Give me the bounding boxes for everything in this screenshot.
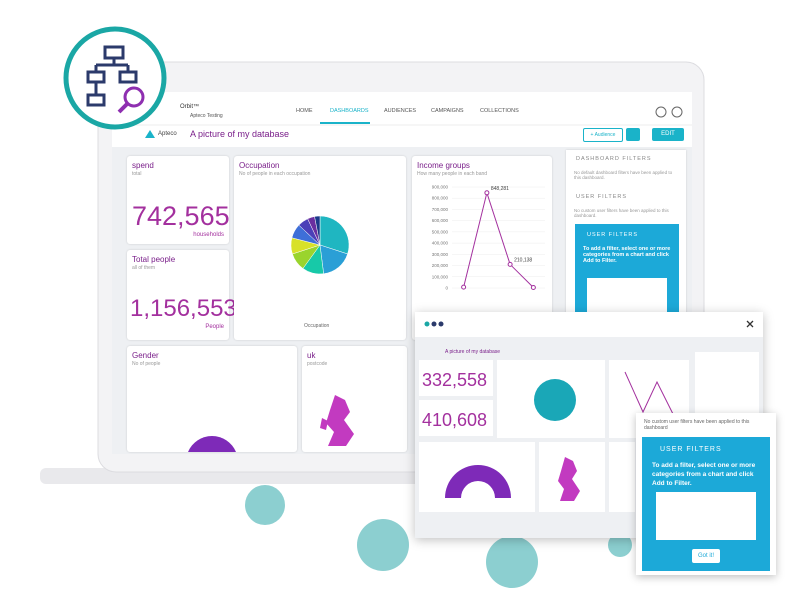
map-shape: [320, 395, 354, 446]
nav-item[interactable]: AUDIENCES: [384, 108, 417, 114]
card-subtitle: postcode: [307, 361, 328, 367]
brand: Orbit™: [180, 104, 200, 110]
point: [530, 285, 536, 291]
user-icon[interactable]: [671, 106, 683, 118]
axis-label: Occupation: [304, 323, 330, 329]
close-button[interactable]: [746, 320, 754, 328]
panel-note: No default dashboard filters have been a…: [574, 170, 673, 180]
kpi-unit: People: [205, 324, 224, 330]
overlay-title: A picture of my database: [445, 349, 501, 355]
hint-text: To add a filter, select one or more cate…: [583, 246, 671, 264]
edit-button[interactable]: EDIT: [652, 128, 684, 141]
chart-card: Income groups How many people in each ba…: [412, 156, 552, 340]
y-tick-label: 700,000: [432, 207, 449, 212]
pie-slice: [319, 215, 350, 255]
panel-note: No custom user filters have been applied…: [574, 208, 669, 218]
decor-dot: [608, 533, 632, 557]
audience-button[interactable]: + Audience: [583, 128, 623, 142]
decor-dot: [245, 485, 285, 525]
panel-heading: DASHBOARD FILTERS: [576, 156, 652, 162]
decor-dot: [486, 536, 538, 588]
got-it-button[interactable]: Got it!: [692, 549, 720, 563]
point: [507, 261, 513, 267]
chart-card: Gender No of people: [127, 346, 297, 452]
logo-mark: [145, 130, 155, 138]
y-tick-label: 500,000: [432, 229, 449, 234]
popup-image: [656, 492, 756, 540]
point: [484, 190, 490, 196]
kpi-value: 742,565: [132, 201, 230, 231]
header-bar: [112, 92, 692, 147]
nav-item[interactable]: CAMPAIGNS: [431, 108, 464, 114]
y-tick-label: 800,000: [432, 196, 449, 201]
card-title: uk: [307, 351, 316, 360]
kpi-card: spend total 742,565 households: [127, 156, 230, 244]
data-label: 210,138: [514, 257, 532, 263]
kpi-value: 1,156,553: [130, 295, 237, 322]
popup: No custom user filters have been applied…: [636, 413, 776, 575]
popup-body: USER FILTERS To add a filter, select one…: [642, 437, 770, 571]
hint-heading: USER FILTERS: [587, 232, 639, 238]
point: [461, 284, 467, 290]
pie-slice: [314, 215, 321, 246]
card-subtitle: How many people in each band: [417, 171, 488, 177]
logo-text: Apteco: [158, 131, 177, 137]
nav-item[interactable]: COLLECTIONS: [480, 108, 519, 114]
y-tick-label: 300,000: [432, 252, 449, 257]
card-title: spend: [132, 161, 154, 170]
y-tick-label: 900,000: [432, 185, 449, 190]
card-title: Occupation: [239, 161, 280, 170]
overlay-kpi: 410,608: [422, 410, 488, 430]
card-title: Income groups: [417, 161, 470, 170]
chart-card: uk postcode: [302, 346, 407, 452]
popup-text: To add a filter, select one or more cate…: [652, 462, 756, 487]
y-tick-label: 600,000: [432, 218, 449, 223]
y-tick-label: 0: [445, 286, 448, 291]
kpi-unit: households: [193, 232, 224, 238]
card-subtitle: No of people: [132, 361, 161, 367]
y-tick-label: 400,000: [432, 241, 449, 246]
feature-icon: [63, 26, 167, 130]
overlay-kpi: 332,558: [422, 370, 488, 390]
card-title: Gender: [132, 351, 159, 360]
share-button[interactable]: [626, 128, 640, 141]
help-icon[interactable]: [655, 106, 667, 118]
panel-heading: USER FILTERS: [576, 194, 628, 200]
kpi-card: Total people all of them 1,156,553 Peopl…: [127, 250, 237, 340]
donut-shape: [188, 436, 236, 452]
card-subtitle: No of people in each occupation: [239, 171, 311, 177]
y-tick-label: 200,000: [432, 263, 449, 268]
nav-item[interactable]: HOME: [296, 108, 313, 114]
card-subtitle: total: [132, 171, 142, 177]
nav-item[interactable]: DASHBOARDS: [330, 108, 369, 114]
decor-dot: [357, 519, 409, 571]
hint-image: [587, 278, 667, 316]
popup-heading: USER FILTERS: [660, 446, 722, 453]
y-tick-label: 100,000: [432, 274, 449, 279]
data-label: 848,281: [491, 186, 509, 192]
line: [463, 190, 534, 288]
active-tab: [320, 122, 370, 124]
project: Apteco Testing: [190, 113, 223, 119]
hint-box: USER FILTERS To add a filter, select one…: [575, 224, 679, 316]
card-title: Total people: [132, 255, 176, 264]
dashboard-title: A picture of my database: [190, 129, 290, 139]
popup-note: No custom user filters have been applied…: [644, 419, 750, 431]
card-subtitle: all of them: [132, 265, 156, 271]
